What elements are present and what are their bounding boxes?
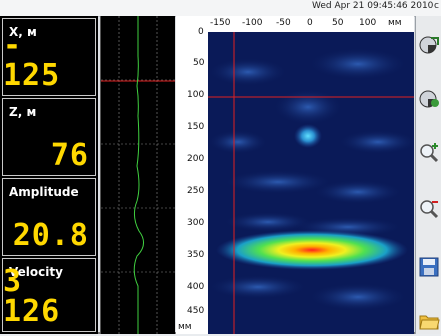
trace-line: [133, 16, 144, 334]
x-tick: -150: [210, 18, 231, 28]
y-tick: 150: [187, 122, 205, 132]
velocity-readout-panel: Velocity 3 126: [2, 258, 96, 332]
y-unit: мм: [178, 322, 192, 332]
shallow-reflection: [294, 124, 322, 148]
zoom-out-button[interactable]: [418, 198, 440, 220]
x-tick: 50: [332, 18, 344, 28]
right-toolbar: [415, 16, 441, 334]
y-tick: 400: [187, 282, 205, 292]
disk-rotate-icon: [419, 36, 439, 54]
y-axis: 0 50 100 150 200 250 300 350 400 450 мм: [176, 27, 208, 334]
y-tick: 350: [187, 250, 205, 260]
zoom-in-button[interactable]: [418, 142, 440, 164]
x-tick: -100: [242, 18, 263, 28]
save-button[interactable]: [418, 256, 440, 278]
save-icon: [419, 257, 439, 277]
bscan-view[interactable]: -150 -100 -50 0 50 100 мм 0 50 100 150 2…: [176, 16, 414, 334]
x-label: X, м: [9, 25, 37, 39]
x-axis: -150 -100 -50 0 50 100 мм: [176, 16, 414, 32]
y-tick: 50: [193, 58, 205, 68]
zoom-in-icon: [420, 143, 439, 163]
datetime-label: Wed Apr 21 09:45:46 2010: [312, 1, 434, 11]
readout-column: X, м - 125 Z, м 76 Amplitude 20.8 Veloci…: [0, 16, 98, 334]
z-label: Z, м: [9, 105, 37, 119]
x-unit: мм: [388, 18, 402, 28]
y-tick: 0: [198, 27, 204, 37]
z-readout-panel: Z, м 76: [2, 98, 96, 176]
y-tick: 100: [187, 90, 205, 100]
target-reflection: [216, 230, 408, 270]
status-bar: Wed Apr 21 09:45:46 2010 c: [0, 0, 441, 17]
scan-image[interactable]: [208, 32, 414, 334]
y-tick: 450: [187, 306, 205, 316]
ascan-trace-plot: [101, 16, 175, 334]
ascan-trace[interactable]: [100, 16, 175, 334]
disk-settings-button[interactable]: [418, 88, 440, 110]
y-tick: 300: [187, 218, 205, 228]
y-tick: 250: [187, 186, 205, 196]
open-folder-icon: [419, 315, 440, 330]
x-readout-panel: X, м - 125: [2, 18, 96, 96]
velocity-value: 3 126: [3, 264, 61, 329]
y-tick: 200: [187, 154, 205, 164]
zoom-out-icon: [420, 200, 439, 219]
disk-rotate-button[interactable]: [418, 34, 440, 56]
amplitude-readout-panel: Amplitude 20.8: [2, 178, 96, 256]
x-tick: -50: [276, 18, 291, 28]
open-folder-button[interactable]: [418, 310, 440, 332]
x-value: - 125: [3, 28, 61, 93]
amplitude-value: 20.8: [12, 218, 89, 253]
x-tick: 100: [359, 18, 377, 28]
x-tick: 0: [307, 18, 313, 28]
scan-heatmap: [208, 32, 414, 334]
status-edge-text: c: [434, 1, 439, 11]
velocity-label: Velocity: [9, 265, 63, 279]
z-value: 76: [50, 138, 89, 173]
amplitude-label: Amplitude: [9, 185, 79, 199]
disk-settings-icon: [419, 90, 439, 108]
